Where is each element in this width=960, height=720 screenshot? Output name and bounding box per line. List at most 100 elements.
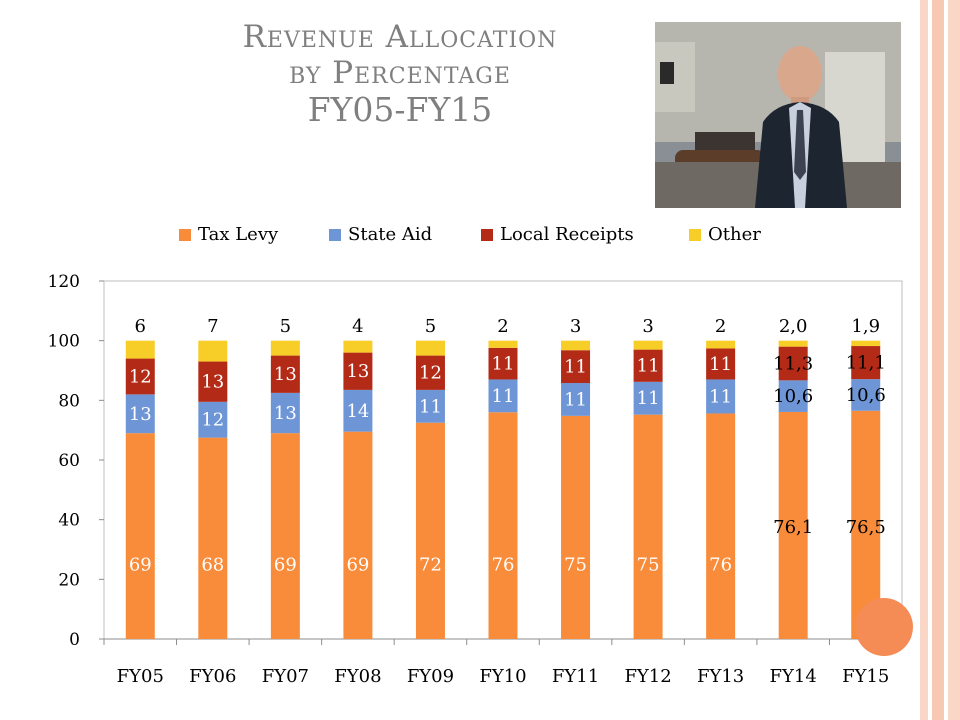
x-tick-label: FY12: [624, 666, 671, 687]
legend-label-state-aid: State Aid: [348, 224, 433, 245]
bar-segment-local-receipts: [778, 346, 808, 381]
y-tick-label: 80: [58, 391, 80, 411]
data-label: 14: [346, 401, 369, 422]
bar-segment-tax-levy: [125, 433, 155, 639]
data-label: 3: [642, 316, 653, 337]
data-label: 12: [129, 366, 152, 387]
bar-segment-state-aid: [198, 401, 228, 438]
bar-segment-local-receipts: [343, 352, 373, 390]
legend-label-tax-levy: Tax Levy: [198, 224, 279, 245]
legend-label-local-receipts: Local Receipts: [500, 224, 634, 245]
bar-segment-state-aid: [778, 380, 808, 412]
bar-segment-state-aid: [270, 392, 300, 434]
chart-legend: Tax Levy State Aid Local Receipts Other: [0, 220, 960, 252]
bar-segment-local-receipts: [851, 346, 881, 380]
bar-segment-other: [415, 340, 445, 356]
x-tick-label: FY14: [770, 666, 817, 687]
data-label: 69: [274, 554, 297, 575]
bar-segment-state-aid: [488, 379, 518, 413]
data-label: 4: [352, 316, 363, 337]
bar-segment-tax-levy: [778, 411, 808, 639]
bar-segment-local-receipts: [198, 361, 228, 402]
bar-segment-other: [488, 340, 518, 348]
bar-segment-tax-levy: [488, 412, 518, 639]
legend-swatch-local-receipts: [481, 228, 493, 241]
bar-segment-tax-levy: [270, 433, 300, 639]
x-tick-label: FY10: [479, 666, 526, 687]
decorative-circle: [855, 598, 913, 656]
bar-segment-local-receipts: [415, 355, 445, 390]
data-label: 11: [564, 357, 587, 378]
x-tick-label: FY06: [189, 666, 236, 687]
data-label: 13: [129, 404, 152, 425]
data-label: 6: [135, 316, 146, 337]
slide-title: Revenue Allocation by Percentage FY05-FY…: [150, 19, 650, 130]
data-label: 11: [637, 388, 660, 409]
bar-segment-state-aid: [851, 379, 881, 411]
bar-segment-state-aid: [125, 394, 155, 434]
data-label: 2: [715, 316, 726, 337]
x-tick-label: FY08: [334, 666, 381, 687]
bar-segment-other: [198, 340, 228, 362]
legend-item-state-aid: State Aid: [329, 224, 432, 245]
bar-segment-local-receipts: [561, 350, 591, 384]
data-label: 13: [201, 372, 224, 393]
data-label: 76: [492, 554, 515, 575]
data-label: 10,6: [773, 386, 813, 407]
data-label: 11,1: [846, 353, 886, 374]
decorative-stripes: [920, 0, 960, 720]
bar-segment-other: [561, 340, 591, 351]
x-tick-label: FY11: [552, 666, 599, 687]
data-label: 11: [709, 354, 732, 375]
y-tick-label: 40: [58, 511, 80, 531]
data-label: 13: [274, 403, 297, 424]
bar-segment-local-receipts: [488, 347, 518, 380]
legend-swatch-tax-levy: [179, 228, 191, 241]
legend-item-other: Other: [689, 224, 761, 245]
data-label: 69: [346, 554, 369, 575]
x-tick-label: FY05: [117, 666, 164, 687]
title-line-1: Revenue Allocation: [242, 19, 558, 55]
bar-segment-state-aid: [706, 379, 736, 414]
bar-segment-tax-levy: [633, 414, 663, 639]
data-label: 11: [492, 354, 515, 375]
bar-segment-other: [270, 340, 300, 356]
bar-segment-tax-levy: [561, 415, 591, 639]
bar-segment-other: [706, 340, 736, 349]
presenter-photo: [655, 22, 901, 208]
bar-segment-state-aid: [415, 389, 445, 423]
title-line-2: by Percentage: [289, 54, 511, 91]
bar-segment-other: [125, 340, 155, 359]
bar-segment-tax-levy: [198, 437, 228, 639]
bar-segment-state-aid: [343, 389, 373, 432]
bar-segment-other: [851, 340, 881, 347]
data-label: 5: [425, 316, 436, 337]
data-label: 2,0: [779, 316, 808, 337]
data-label: 12: [201, 410, 224, 431]
bar-segment-other: [343, 340, 373, 353]
legend-swatch-other: [689, 228, 701, 241]
bar-segment-other: [778, 340, 808, 347]
bar-segment-state-aid: [561, 383, 591, 416]
data-label: 76: [709, 554, 732, 575]
x-tick-label: FY09: [407, 666, 454, 687]
data-label: 68: [201, 554, 224, 575]
data-label: 3: [570, 316, 581, 337]
y-tick-label: 120: [48, 272, 80, 292]
bar-segment-local-receipts: [706, 348, 736, 380]
data-label: 11: [564, 389, 587, 410]
data-label: 13: [274, 364, 297, 385]
bar-segment-other: [633, 340, 663, 350]
data-label: 11: [492, 386, 515, 407]
legend-item-tax-levy: Tax Levy: [179, 224, 278, 245]
y-tick-label: 0: [69, 630, 80, 650]
y-tick-label: 60: [58, 451, 80, 471]
data-label: 76,1: [773, 517, 813, 538]
data-label: 11: [637, 356, 660, 377]
y-tick-label: 20: [58, 570, 80, 590]
title-line-3: FY05-FY15: [307, 90, 493, 130]
bar-segment-local-receipts: [633, 349, 663, 382]
data-label: 11: [709, 386, 732, 407]
x-tick-label: FY07: [262, 666, 309, 687]
